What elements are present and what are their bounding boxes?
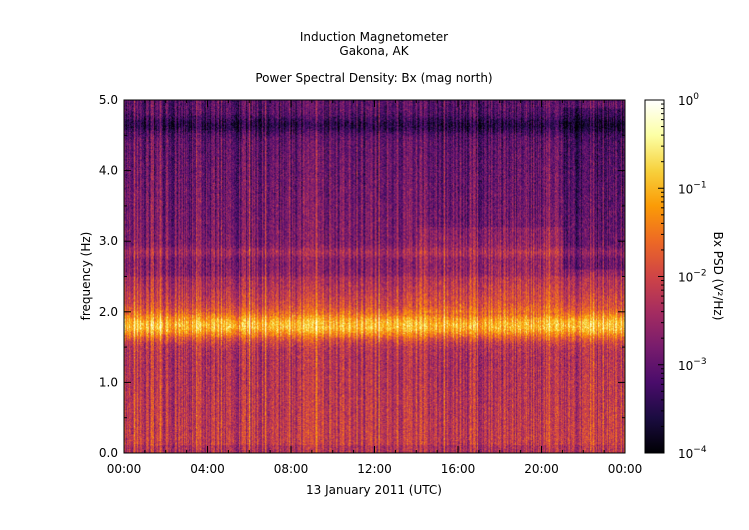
x-tick-label: 20:00 <box>524 462 559 476</box>
y-axis: 0.0 1.0 2.0 3.0 4.0 5.0 <box>99 93 625 460</box>
colorbar-tick-label: 10−4 <box>678 445 707 461</box>
x-axis-label: 13 January 2011 (UTC) <box>306 483 442 497</box>
colorbar-label: Bx PSD (V²/Hz) <box>711 232 725 321</box>
x-tick-label: 16:00 <box>441 462 476 476</box>
colorbar-tick-label: 100 <box>678 92 699 108</box>
x-tick-label: 00:00 <box>608 462 643 476</box>
y-tick-label: 3.0 <box>99 234 118 248</box>
x-tick-label: 00:00 <box>107 462 142 476</box>
spectrogram-heatmap <box>124 100 625 453</box>
chart-title-line-1: Induction Magnetometer <box>300 30 448 44</box>
chart-subtitle: Power Spectral Density: Bx (mag north) <box>255 71 492 85</box>
y-axis-label: frequency (Hz) <box>79 232 93 321</box>
y-tick-label: 0.0 <box>99 446 118 460</box>
colorbar-tick-label: 10−3 <box>678 357 707 373</box>
x-tick-label: 08:00 <box>274 462 309 476</box>
chart-title-line-2: Gakona, AK <box>339 44 409 58</box>
x-tick-label: 04:00 <box>190 462 225 476</box>
y-tick-label: 5.0 <box>99 93 118 107</box>
x-axis: 00:00 04:00 08:00 12:00 16:00 20:00 00:00 <box>107 100 643 476</box>
y-tick-label: 2.0 <box>99 305 118 319</box>
y-tick-label: 4.0 <box>99 164 118 178</box>
spectrogram-plot-area <box>123 99 626 454</box>
colorbar-tick-label: 10−1 <box>678 180 707 196</box>
colorbar-ticks: 100 10−1 10−2 10−3 10−4 <box>658 92 707 461</box>
x-tick-label: 12:00 <box>357 462 392 476</box>
colorbar-tick-label: 10−2 <box>678 269 707 285</box>
y-tick-label: 1.0 <box>99 375 118 389</box>
